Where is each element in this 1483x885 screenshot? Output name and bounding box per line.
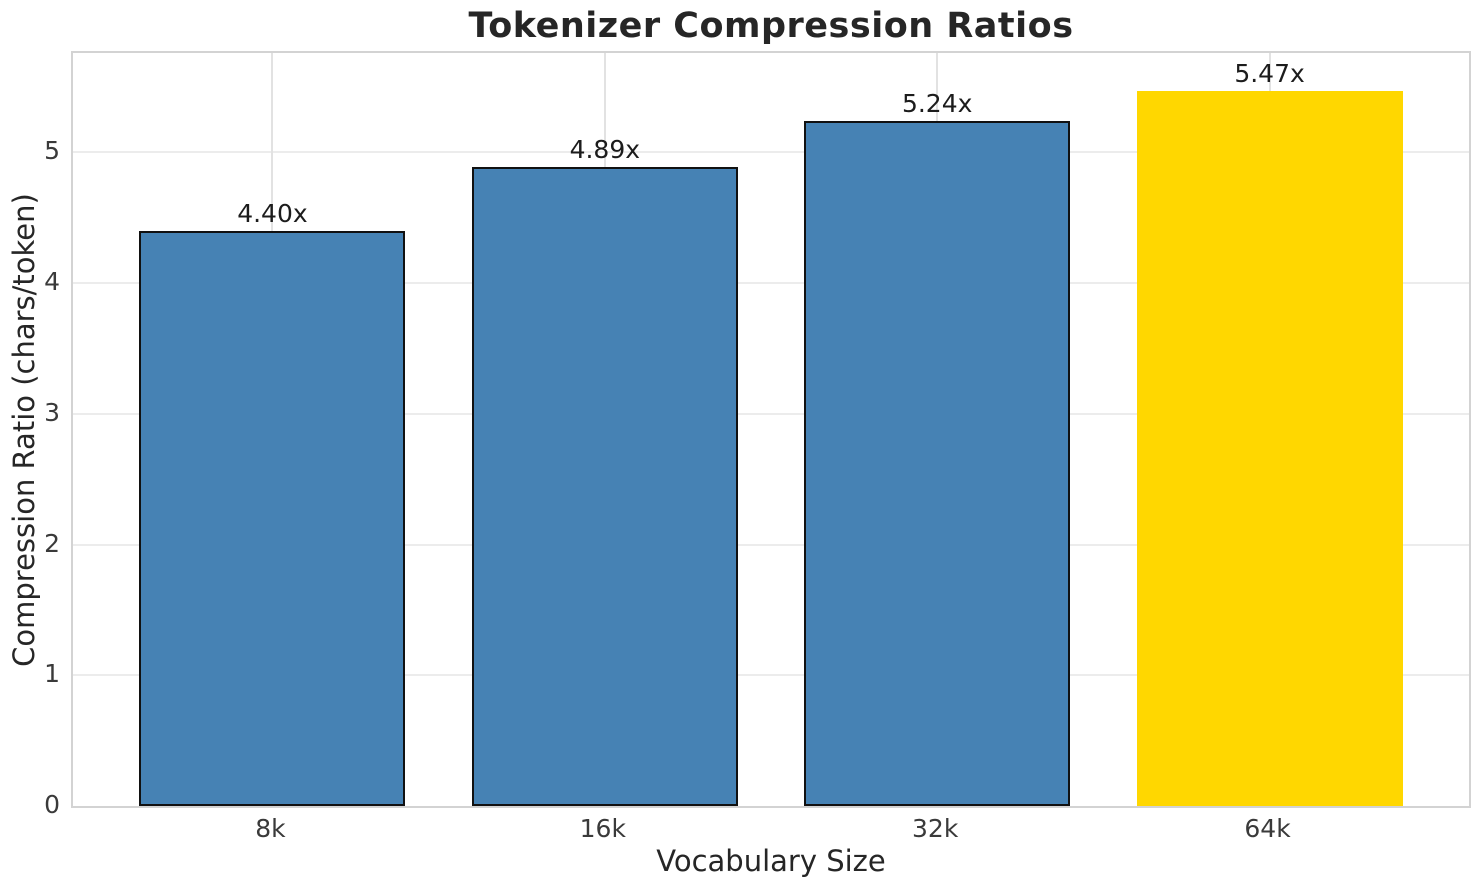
bar-value-label: 5.47x: [1234, 58, 1305, 88]
x-tick-label-64k: 64k: [1244, 814, 1291, 843]
bar-8k: [139, 230, 406, 806]
bar-64k: [1136, 90, 1403, 806]
x-tick-label-32k: 32k: [912, 814, 959, 843]
h-gridline: [73, 282, 1469, 285]
x-tick-label-8k: 8k: [255, 814, 286, 843]
h-gridline: [73, 151, 1469, 154]
y-axis-label: Compression Ratio (chars/token): [7, 193, 41, 667]
y-tick-label: 2: [44, 528, 60, 558]
y-tick-label: 1: [44, 659, 60, 689]
bar-16k: [471, 166, 738, 806]
h-gridline: [73, 674, 1469, 677]
y-tick-label: 5: [44, 136, 60, 166]
h-gridline: [73, 412, 1469, 415]
bar-32k: [804, 120, 1071, 806]
chart-title: Tokenizer Compression Ratios: [468, 6, 1074, 46]
plot-area: 4.40x 4.89x 5.24x 5.47x: [71, 51, 1471, 808]
y-tick-label: 3: [44, 397, 60, 427]
bar-value-label: 5.24x: [901, 88, 973, 118]
y-tick-label: 4: [44, 267, 60, 297]
x-axis-label: Vocabulary Size: [656, 844, 886, 878]
bar-value-label: 4.40x: [237, 198, 308, 228]
h-gridline: [73, 543, 1469, 546]
y-tick-label: 0: [44, 790, 60, 819]
x-tick-label-16k: 16k: [579, 814, 626, 843]
bar-value-label: 4.89x: [569, 134, 641, 164]
